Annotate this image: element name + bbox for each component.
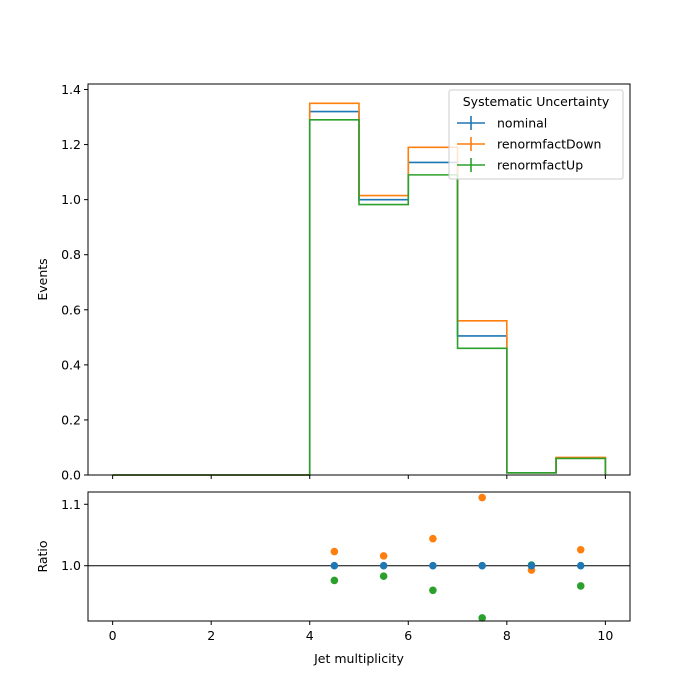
main-y-tick-label: 0.2 [61,412,81,427]
ratio-point-nominal-0 [330,561,339,570]
ratio-point-renormfactDown-2 [429,534,437,543]
legend-label: nominal [497,116,547,131]
legend-label: renormfactUp [497,158,583,173]
main-y-tick-label: 1.0 [61,192,81,207]
ratio-y-tick-label: 1.0 [61,558,81,573]
legend-title: Systematic Uncertainty [463,94,610,109]
ratio-point-renormfactUp-1 [379,572,388,580]
main-y-tick-label: 0.8 [61,247,81,262]
x-tick-label: 8 [503,628,511,643]
main-y-tick-label: 1.4 [61,82,81,97]
ratio-plot-area [88,493,630,622]
ratio-series-nominal [330,561,585,570]
legend-entry-renormfactUp: renormfactUp [457,158,583,173]
ratio-point-nominal-5 [576,561,585,570]
x-tick-label: 10 [597,628,613,643]
legend: Systematic Uncertainty nominal renormfact… [448,89,624,180]
legend-box [448,89,624,180]
legend-entry-nominal: nominal [457,116,547,131]
ratio-point-renormfactUp-5 [576,582,585,590]
ratio-point-nominal-1 [379,561,388,570]
ratio-y-tick-label: 1.1 [61,497,81,512]
ratio-point-renormfactUp-0 [330,576,339,585]
ratio-point-renormfactUp-2 [429,586,437,595]
x-axis-label: Jet multiplicity [313,651,404,666]
main-y-axis-label: Events [35,258,50,300]
ratio-point-renormfactDown-3 [478,493,486,502]
main-y-tick-label: 1.2 [61,137,81,152]
main-y-tick-label: 0.0 [61,468,81,483]
legend-label: renormfactDown [497,137,601,152]
x-tick-label: 0 [109,628,117,643]
ratio-point-nominal-2 [429,561,437,570]
ratio-point-nominal-3 [478,561,486,570]
x-tick-label: 6 [404,628,412,643]
main-x-ticks [112,475,606,479]
main-panel: 0.0 0.2 0.4 0.6 0.8 1.0 1.2 1.4 Events Systemat… [35,82,631,483]
ratio-point-renormfactDown-1 [379,552,388,560]
ratio-x-ticks: 0 2 4 6 8 10 [109,621,613,643]
main-axes-frame [87,83,631,476]
ratio-point-nominal-4 [527,561,536,570]
ratio-point-renormfactDown-5 [576,545,585,554]
ratio-point-renormfactUp-3 [478,614,486,622]
legend-entry-renormfactDown: renormfactDown [457,137,601,152]
main-y-ticks: 0.0 0.2 0.4 0.6 0.8 1.0 1.2 1.4 [61,82,88,483]
main-y-tick-label: 0.4 [61,357,81,372]
ratio-panel: 1.0 1.1 0 2 4 6 8 10 Ratio Jet multiplicity [35,491,631,666]
ratio-point-renormfactDown-0 [330,547,339,556]
x-tick-label: 4 [306,628,314,643]
ratio-y-axis-label: Ratio [35,540,50,572]
x-tick-label: 2 [207,628,215,643]
main-y-tick-label: 0.6 [61,302,81,317]
ratio-y-ticks: 1.0 1.1 [61,497,88,573]
ratio-axes-frame [87,491,631,622]
legend-entries: nominal renormfactDown renormfactUp [457,116,601,173]
